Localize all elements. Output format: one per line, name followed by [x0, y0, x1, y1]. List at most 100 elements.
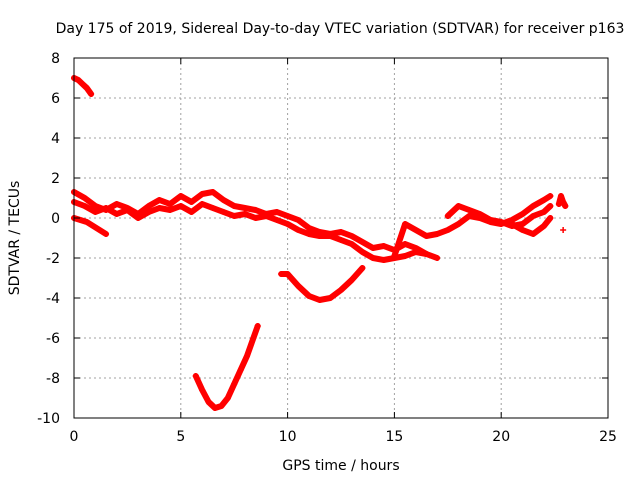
data-point	[560, 227, 567, 233]
data-point	[562, 203, 569, 209]
plot-frame	[73, 57, 609, 419]
data-point	[231, 381, 238, 387]
series-trace-9	[508, 215, 554, 237]
data-point	[83, 219, 90, 225]
series-trace-10	[555, 193, 569, 209]
data-point	[273, 217, 280, 223]
data-point	[412, 227, 419, 233]
data-point	[391, 253, 398, 259]
grid	[74, 58, 608, 418]
y-tick-label: 6	[51, 91, 60, 107]
data-point	[156, 197, 163, 203]
data-point	[250, 335, 257, 341]
data-point	[540, 209, 547, 215]
y-tick-label: -8	[46, 371, 60, 387]
data-point	[305, 231, 312, 237]
data-point	[348, 277, 355, 283]
data-point	[530, 231, 537, 237]
data-point	[434, 231, 441, 237]
data-point	[177, 203, 184, 209]
data-point	[284, 213, 291, 219]
data-point	[295, 217, 302, 223]
x-tick-label: 20	[492, 429, 510, 445]
data-point	[359, 239, 366, 245]
data-point	[338, 287, 344, 293]
data-point	[205, 399, 212, 405]
y-tick-label: -4	[46, 291, 60, 307]
data-point	[547, 215, 554, 221]
data-point	[199, 201, 206, 207]
data-point	[348, 233, 355, 239]
data-point	[455, 203, 462, 209]
data-point	[530, 203, 537, 209]
data-point	[167, 207, 174, 213]
data-point	[96, 227, 103, 233]
data-point	[555, 201, 562, 207]
data-point	[81, 195, 88, 201]
series-trace-1	[71, 75, 95, 97]
chart-title: Day 175 of 2019, Sidereal Day-to-day VTE…	[56, 21, 625, 37]
data-point	[241, 211, 248, 217]
data-point	[402, 241, 409, 247]
data-point	[145, 209, 152, 215]
data-point	[466, 207, 473, 213]
data-point	[75, 77, 82, 83]
data-point	[540, 223, 547, 229]
data-point	[231, 203, 238, 209]
data-point	[211, 405, 218, 411]
data-point	[167, 201, 174, 207]
data-point	[540, 197, 547, 203]
y-tick-label: -6	[46, 331, 60, 347]
data-point	[380, 257, 387, 263]
data-point	[519, 221, 526, 227]
data-point	[177, 193, 184, 199]
data-point	[92, 203, 99, 209]
data-point	[103, 231, 110, 237]
data-point	[402, 221, 409, 227]
data-point	[273, 209, 280, 215]
x-tick-label: 0	[70, 429, 79, 445]
data-point	[135, 215, 142, 221]
data-point	[188, 209, 195, 215]
data-point	[284, 271, 291, 277]
x-tick-label: 10	[279, 429, 297, 445]
data-point	[224, 395, 231, 401]
data-point	[254, 323, 261, 329]
data-point	[278, 271, 285, 277]
data-point	[218, 403, 225, 409]
series-trace-3	[71, 199, 430, 263]
data-point	[156, 205, 163, 211]
data-point	[88, 91, 95, 97]
data-point	[263, 213, 270, 219]
series-trace-5	[278, 265, 366, 303]
data-series	[71, 75, 569, 411]
y-axis-label: SDTVAR / TECUs	[7, 181, 23, 296]
y-tick-label: 0	[51, 211, 60, 227]
series-trace	[555, 193, 569, 209]
data-point	[359, 249, 366, 255]
data-point	[402, 253, 409, 259]
data-point	[519, 211, 526, 217]
data-point	[359, 265, 366, 271]
data-point	[508, 221, 515, 227]
data-point	[199, 387, 206, 393]
x-tick-label: 25	[599, 429, 617, 445]
data-point	[199, 191, 206, 197]
data-point	[81, 203, 88, 209]
data-point	[444, 227, 451, 233]
data-point	[338, 229, 344, 235]
data-point	[487, 217, 494, 223]
data-point	[380, 243, 387, 249]
data-point	[370, 255, 377, 261]
data-point	[530, 213, 537, 219]
data-point	[237, 367, 244, 373]
data-point	[284, 221, 291, 227]
x-tick-label: 15	[385, 429, 403, 445]
data-point	[476, 211, 483, 217]
data-point	[90, 223, 97, 229]
series-trace-8	[444, 203, 554, 229]
data-point	[192, 373, 199, 379]
data-point	[92, 209, 99, 215]
data-point	[241, 205, 248, 211]
